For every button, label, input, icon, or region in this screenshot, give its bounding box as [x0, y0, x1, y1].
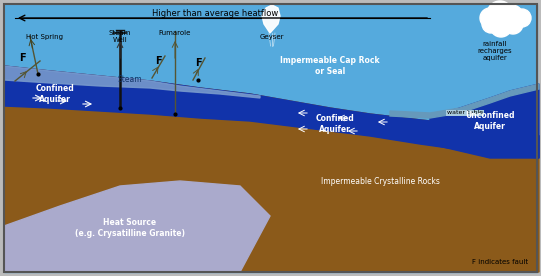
Text: F indicates fault: F indicates fault: [472, 259, 528, 265]
Text: F: F: [19, 53, 25, 63]
Text: Steam: Steam: [118, 76, 142, 84]
Text: F: F: [195, 58, 201, 68]
Text: Geyser: Geyser: [260, 34, 284, 40]
Text: Hot Spring: Hot Spring: [27, 34, 63, 40]
Text: Impermeable Cap Rock
or Seal: Impermeable Cap Rock or Seal: [280, 56, 380, 76]
Polygon shape: [4, 66, 539, 272]
Circle shape: [501, 5, 523, 27]
Text: water table: water table: [447, 110, 483, 115]
Circle shape: [487, 1, 513, 27]
Polygon shape: [4, 66, 539, 158]
Text: Steam
Well: Steam Well: [109, 30, 131, 43]
Text: Unconfined
Aquifer: Unconfined Aquifer: [465, 111, 514, 131]
Circle shape: [503, 14, 523, 34]
Text: Confined
Aquifer: Confined Aquifer: [315, 114, 354, 134]
Text: Higher than average heatflow: Higher than average heatflow: [152, 9, 278, 17]
Polygon shape: [4, 66, 260, 98]
Text: Fumarole: Fumarole: [159, 30, 191, 36]
Circle shape: [480, 8, 500, 28]
Circle shape: [490, 15, 512, 37]
Polygon shape: [390, 84, 539, 118]
Text: rainfall
recharges
aquifer: rainfall recharges aquifer: [478, 41, 512, 61]
Circle shape: [513, 9, 531, 27]
Text: Impermeable Crystalline Rocks: Impermeable Crystalline Rocks: [321, 176, 439, 185]
Text: Confined
Aquifer: Confined Aquifer: [36, 84, 74, 104]
Polygon shape: [262, 5, 280, 33]
Polygon shape: [430, 84, 539, 158]
Text: F: F: [155, 56, 161, 66]
Polygon shape: [4, 181, 270, 272]
Circle shape: [482, 15, 500, 33]
Text: Heat Source
(e.g. Crysatilline Granite): Heat Source (e.g. Crysatilline Granite): [75, 218, 185, 238]
